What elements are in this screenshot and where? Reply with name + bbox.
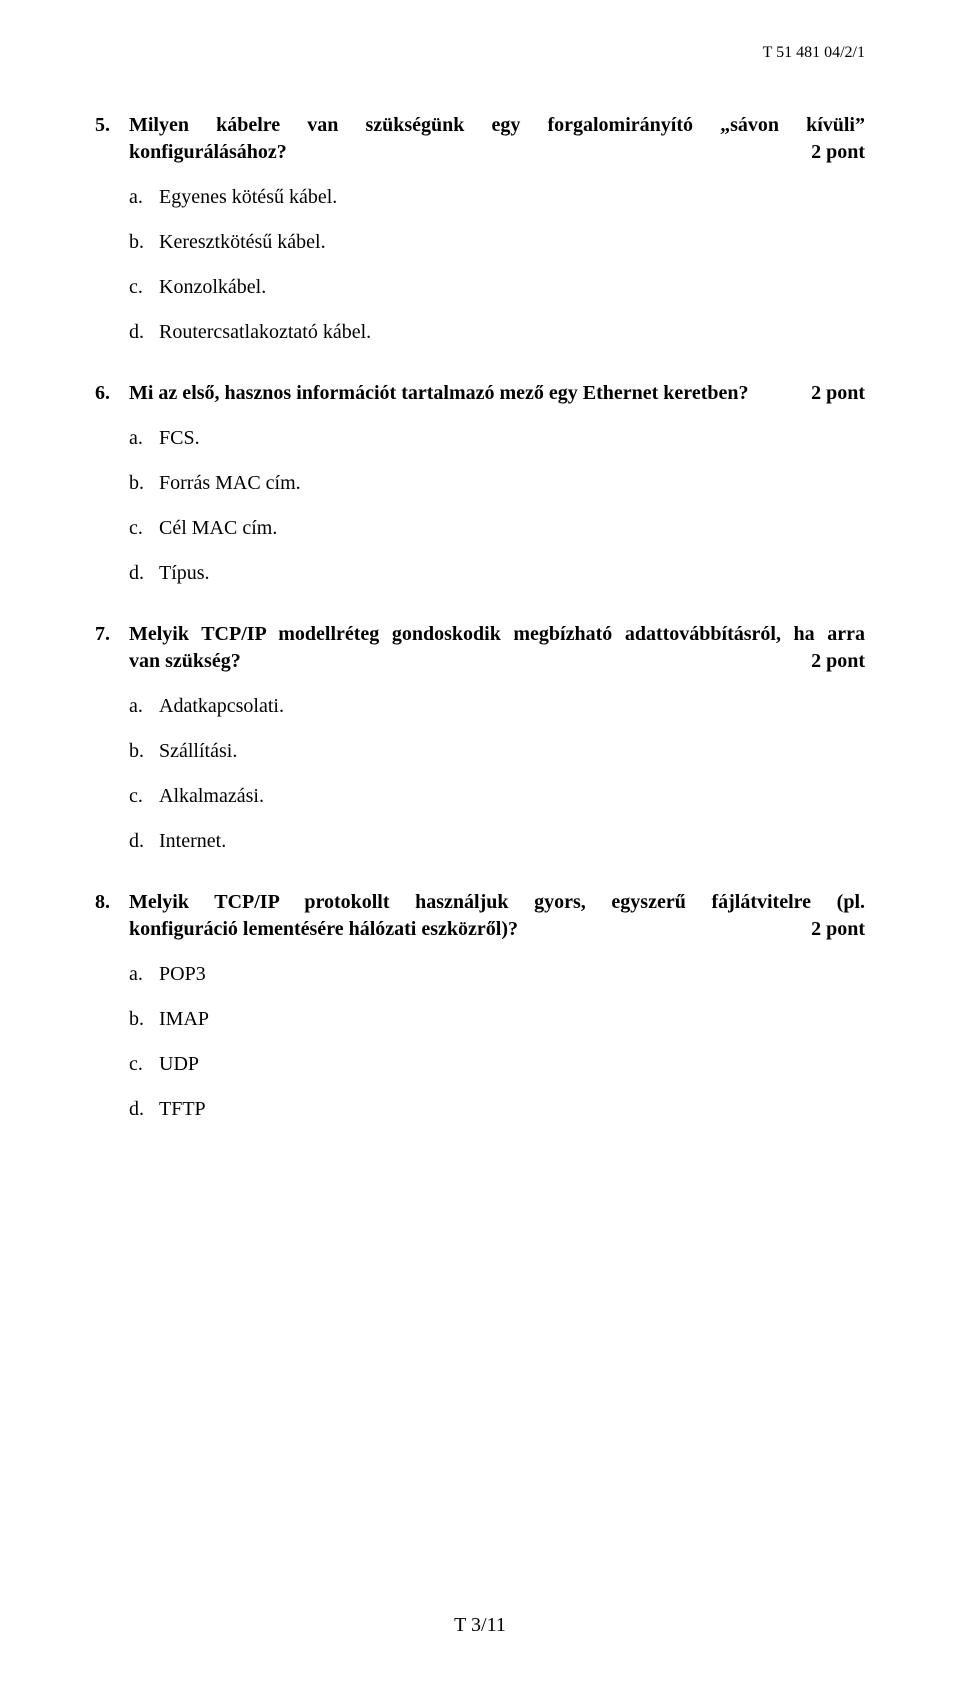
option-text: Cél MAC cím. (159, 515, 277, 542)
question-number: 6. (95, 380, 129, 407)
option-letter: b. (129, 738, 159, 765)
question-text-line2: van szükség? (129, 648, 241, 675)
question-row: 5.Milyen kábelre van szükségünk egy forg… (95, 112, 865, 166)
option-text: Forrás MAC cím. (159, 470, 301, 497)
question-points: 2 pont (811, 916, 865, 943)
question-text-line2-row: konfiguráció lementésére hálózati eszköz… (129, 916, 865, 943)
option-letter: a. (129, 425, 159, 452)
question: 6.Mi az első, hasznos információt tartal… (95, 380, 865, 587)
question-text-line1: Melyik TCP/IP protokollt használjuk gyor… (129, 889, 865, 916)
option: d.Routercsatlakoztató kábel. (129, 319, 865, 346)
option-letter: b. (129, 470, 159, 497)
option: a.Egyenes kötésű kábel. (129, 184, 865, 211)
options-list: a.Egyenes kötésű kábel.b.Keresztkötésű k… (129, 184, 865, 346)
question-body: Melyik TCP/IP modellréteg gondoskodik me… (129, 621, 865, 675)
question-row: 8.Melyik TCP/IP protokollt használjuk gy… (95, 889, 865, 943)
question-points: 2 pont (811, 648, 865, 675)
option-letter: d. (129, 828, 159, 855)
option: a.POP3 (129, 961, 865, 988)
option: a.FCS. (129, 425, 865, 452)
option: c.Alkalmazási. (129, 783, 865, 810)
option: d.Internet. (129, 828, 865, 855)
question-number: 7. (95, 621, 129, 648)
question: 5.Milyen kábelre van szükségünk egy forg… (95, 112, 865, 346)
option: c.Cél MAC cím. (129, 515, 865, 542)
page-footer: T 3/11 (0, 1612, 960, 1639)
question-text: Mi az első, hasznos információt tartalma… (129, 380, 748, 407)
question-text-line2: konfiguráció lementésére hálózati eszköz… (129, 916, 518, 943)
option: c.Konzolkábel. (129, 274, 865, 301)
option-text: IMAP (159, 1006, 209, 1033)
question: 8.Melyik TCP/IP protokollt használjuk gy… (95, 889, 865, 1123)
question-row: 6.Mi az első, hasznos információt tartal… (95, 380, 865, 407)
option-text: FCS. (159, 425, 200, 452)
option: d.TFTP (129, 1096, 865, 1123)
option-text: POP3 (159, 961, 206, 988)
options-list: a.FCS.b.Forrás MAC cím.c.Cél MAC cím.d.T… (129, 425, 865, 587)
option: a.Adatkapcsolati. (129, 693, 865, 720)
question-text-line1: Milyen kábelre van szükségünk egy forgal… (129, 112, 865, 139)
option-letter: a. (129, 184, 159, 211)
option-text: Szállítási. (159, 738, 237, 765)
question: 7.Melyik TCP/IP modellréteg gondoskodik … (95, 621, 865, 855)
option-text: Internet. (159, 828, 226, 855)
option-letter: d. (129, 319, 159, 346)
option: b.Szállítási. (129, 738, 865, 765)
option-letter: d. (129, 1096, 159, 1123)
question-text-line2-row: konfigurálásához? 2 pont (129, 139, 865, 166)
option-text: Konzolkábel. (159, 274, 266, 301)
option: b.Forrás MAC cím. (129, 470, 865, 497)
question-body: Melyik TCP/IP protokollt használjuk gyor… (129, 889, 865, 943)
question-text-line1: Melyik TCP/IP modellréteg gondoskodik me… (129, 621, 865, 648)
option-text: Típus. (159, 560, 210, 587)
question-text-line: Mi az első, hasznos információt tartalma… (129, 380, 865, 407)
header-code: T 51 481 04/2/1 (95, 42, 865, 64)
question-text-line2: konfigurálásához? (129, 139, 287, 166)
option-letter: b. (129, 229, 159, 256)
question-points: 2 pont (811, 380, 865, 407)
option: b.Keresztkötésű kábel. (129, 229, 865, 256)
question-points: 2 pont (811, 139, 865, 166)
option-text: Routercsatlakoztató kábel. (159, 319, 371, 346)
option-letter: c. (129, 274, 159, 301)
question-text-line2-row: van szükség? 2 pont (129, 648, 865, 675)
question-number: 8. (95, 889, 129, 916)
option-text: Keresztkötésű kábel. (159, 229, 326, 256)
option-letter: a. (129, 961, 159, 988)
option-letter: c. (129, 515, 159, 542)
option: c.UDP (129, 1051, 865, 1078)
option: b.IMAP (129, 1006, 865, 1033)
option-text: TFTP (159, 1096, 206, 1123)
page: T 51 481 04/2/1 5.Milyen kábelre van szü… (0, 0, 960, 1689)
option-text: UDP (159, 1051, 199, 1078)
option-text: Alkalmazási. (159, 783, 264, 810)
options-list: a.POP3b.IMAPc.UDPd.TFTP (129, 961, 865, 1123)
options-list: a.Adatkapcsolati.b.Szállítási.c.Alkalmaz… (129, 693, 865, 855)
option-text: Egyenes kötésű kábel. (159, 184, 337, 211)
question-row: 7.Melyik TCP/IP modellréteg gondoskodik … (95, 621, 865, 675)
option-letter: b. (129, 1006, 159, 1033)
option-text: Adatkapcsolati. (159, 693, 284, 720)
option-letter: d. (129, 560, 159, 587)
option: d.Típus. (129, 560, 865, 587)
option-letter: c. (129, 1051, 159, 1078)
option-letter: a. (129, 693, 159, 720)
question-body: Mi az első, hasznos információt tartalma… (129, 380, 865, 407)
question-number: 5. (95, 112, 129, 139)
option-letter: c. (129, 783, 159, 810)
question-body: Milyen kábelre van szükségünk egy forgal… (129, 112, 865, 166)
